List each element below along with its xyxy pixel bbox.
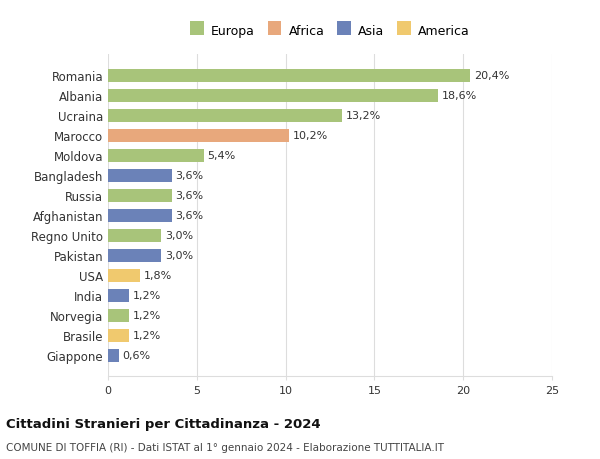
Bar [108,249,161,262]
Bar [108,309,130,322]
Text: Cittadini Stranieri per Cittadinanza - 2024: Cittadini Stranieri per Cittadinanza - 2… [6,417,320,430]
Bar [108,209,172,222]
Text: 20,4%: 20,4% [474,71,509,81]
Legend: Europa, Africa, Asia, America: Europa, Africa, Asia, America [185,20,475,43]
Bar [108,150,204,162]
Bar [108,329,130,342]
Text: 3,0%: 3,0% [165,251,193,261]
Bar [108,129,289,142]
Text: 1,2%: 1,2% [133,291,161,301]
Text: 5,4%: 5,4% [208,151,236,161]
Text: 0,6%: 0,6% [122,350,151,360]
Text: 1,2%: 1,2% [133,330,161,340]
Bar [108,229,161,242]
Text: 1,8%: 1,8% [143,270,172,280]
Bar [108,269,140,282]
Bar [108,189,172,202]
Bar [108,349,119,362]
Text: 3,0%: 3,0% [165,231,193,241]
Text: 10,2%: 10,2% [293,131,328,141]
Bar [108,70,470,83]
Text: 3,6%: 3,6% [175,211,203,221]
Bar [108,169,172,182]
Text: 3,6%: 3,6% [175,191,203,201]
Text: 18,6%: 18,6% [442,91,477,101]
Bar [108,90,439,102]
Text: 3,6%: 3,6% [175,171,203,181]
Text: COMUNE DI TOFFIA (RI) - Dati ISTAT al 1° gennaio 2024 - Elaborazione TUTTITALIA.: COMUNE DI TOFFIA (RI) - Dati ISTAT al 1°… [6,442,444,452]
Text: 13,2%: 13,2% [346,111,381,121]
Text: 1,2%: 1,2% [133,310,161,320]
Bar [108,110,343,123]
Bar [108,289,130,302]
